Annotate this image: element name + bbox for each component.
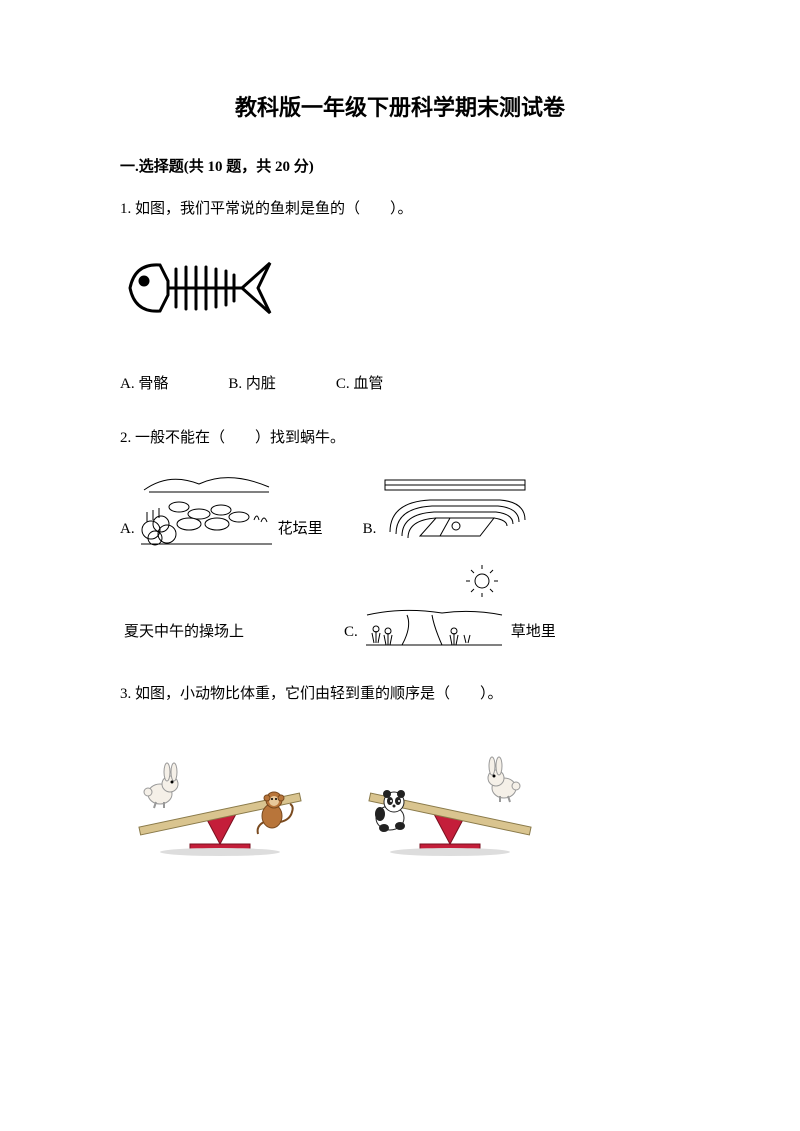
q1-options: A. 骨骼 B. 内脏 C. 血管 bbox=[120, 372, 680, 396]
seesaw-panda-rabbit-illustration bbox=[350, 726, 550, 861]
q3-text: 3. 如图，小动物比体重，它们由轻到重的顺序是（ ）。 bbox=[120, 682, 680, 706]
question-1: 1. 如图，我们平常说的鱼刺是鱼的（ ）。 bbox=[120, 197, 680, 396]
q2-b-label: B. bbox=[363, 517, 377, 547]
q2-b-text: 夏天中午的操场上 bbox=[124, 620, 244, 650]
q2-a-text: 花坛里 bbox=[278, 517, 323, 547]
q2-c-text: 草地里 bbox=[511, 620, 556, 650]
playground-illustration bbox=[380, 462, 530, 547]
q2-option-a: A. bbox=[120, 462, 323, 547]
q2-c-label: C. bbox=[344, 620, 358, 650]
section-header: 一.选择题(共 10 题，共 20 分) bbox=[120, 155, 680, 179]
question-2: 2. 一般不能在（ ）找到蜗牛。 A. bbox=[120, 426, 680, 662]
q1-option-a: A. 骨骼 bbox=[120, 372, 168, 396]
q1-option-b: B. 内脏 bbox=[228, 372, 276, 396]
q3-illustrations bbox=[120, 726, 680, 861]
seesaw-rabbit-monkey-illustration bbox=[120, 726, 320, 861]
q2-text: 2. 一般不能在（ ）找到蜗牛。 bbox=[120, 426, 680, 450]
fishbone-illustration bbox=[120, 243, 280, 338]
q2-a-label: A. bbox=[120, 517, 135, 547]
flowerbed-illustration bbox=[139, 462, 274, 547]
grassland-illustration bbox=[362, 565, 507, 650]
q1-text: 1. 如图，我们平常说的鱼刺是鱼的（ ）。 bbox=[120, 197, 680, 221]
page-title: 教科版一年级下册科学期末测试卷 bbox=[120, 90, 680, 125]
q2-option-b: B. bbox=[363, 462, 531, 547]
q2-option-b-cont: 夏天中午的操场上 C. bbox=[120, 565, 680, 650]
q1-option-c: C. 血管 bbox=[336, 372, 384, 396]
q2-options: A. bbox=[120, 462, 680, 662]
question-3: 3. 如图，小动物比体重，它们由轻到重的顺序是（ ）。 bbox=[120, 682, 680, 861]
